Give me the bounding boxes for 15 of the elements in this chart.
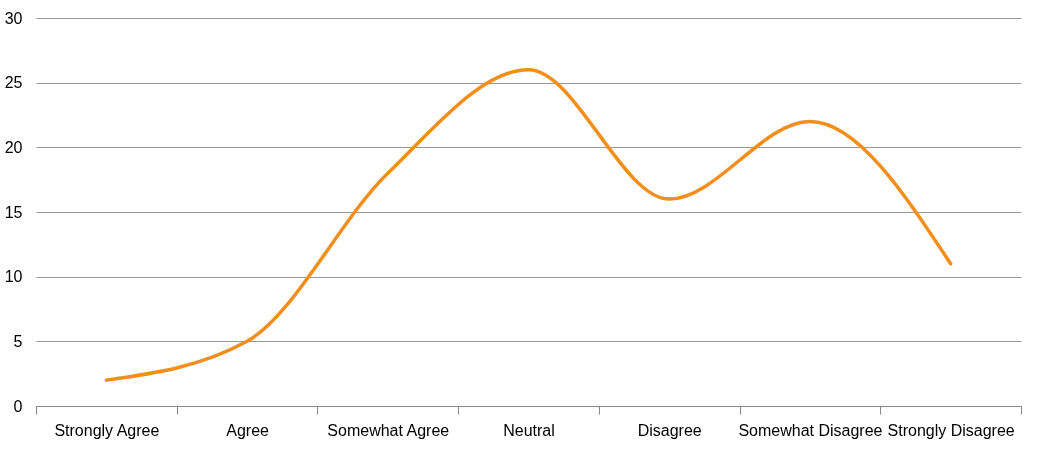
y-tick-label: 5 <box>13 332 23 350</box>
y-tick-label: 25 <box>4 74 23 92</box>
x-tick-label: Strongly Agree <box>54 421 160 439</box>
x-tick-label: Somewhat Agree <box>327 421 450 439</box>
line-series <box>104 67 953 382</box>
y-tick-label: 20 <box>4 138 23 156</box>
y-tick-label: 15 <box>4 203 23 221</box>
x-tick-label: Somewhat Disagree <box>738 421 883 439</box>
x-tick-label: Disagree <box>637 421 702 439</box>
y-tick-label: 10 <box>4 268 23 286</box>
y-tick-label: 30 <box>4 9 23 27</box>
x-tick-label: Strongly Disagree <box>887 421 1015 439</box>
y-tick-label: 0 <box>13 397 23 415</box>
x-tick-label: Neutral <box>503 421 555 439</box>
x-tick-label: Agree <box>226 421 270 439</box>
